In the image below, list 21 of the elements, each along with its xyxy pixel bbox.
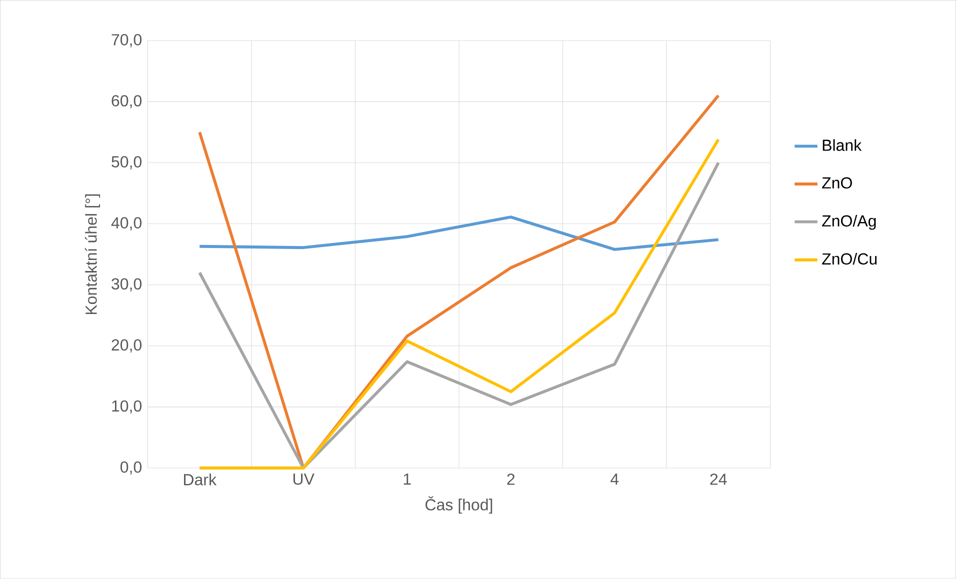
y-tick-label: 70,0 bbox=[112, 34, 142, 48]
y-tick-label: 20,0 bbox=[112, 339, 142, 353]
y-tick-label: 50,0 bbox=[112, 156, 142, 170]
legend-label: ZnO/Ag bbox=[822, 214, 876, 230]
x-tick-label: 1 bbox=[404, 474, 411, 485]
legend-label: ZnO bbox=[822, 177, 852, 189]
x-tick-label: 2 bbox=[507, 474, 515, 485]
x-tick-label: Dark bbox=[184, 474, 217, 486]
y-tick-label: 0,0 bbox=[120, 462, 142, 475]
line-series bbox=[198, 216, 720, 252]
x-tick-label: 4 bbox=[610, 474, 619, 485]
x-tick-label: UV bbox=[293, 474, 314, 485]
legend-label: ZnO/Cu bbox=[822, 253, 877, 265]
x-axis-title: Čas [hod] bbox=[426, 496, 492, 514]
x-tick-label: 24 bbox=[710, 474, 727, 485]
legend-label: Blank bbox=[822, 139, 862, 152]
y-tick-label: 30,0 bbox=[112, 278, 142, 292]
y-axis-title: Kontaktní úhel [°] bbox=[84, 194, 100, 314]
y-tick-label: 60,0 bbox=[112, 95, 142, 108]
y-tick-label: 40,0 bbox=[111, 217, 142, 231]
y-tick-label: 10,0 bbox=[112, 400, 142, 414]
